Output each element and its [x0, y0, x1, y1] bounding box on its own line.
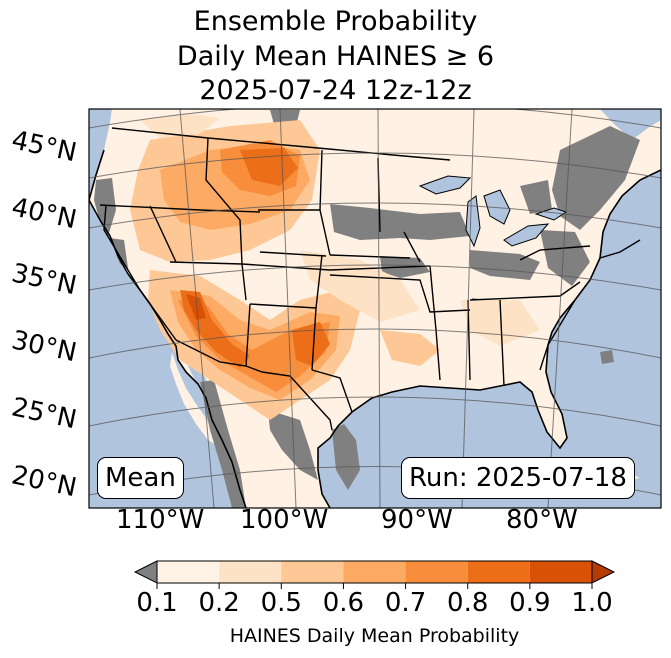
colorbar-tick-label: 0.7 — [384, 588, 427, 618]
great-lakes — [418, 175, 568, 248]
title-line-1: Ensemble Probability — [193, 6, 478, 37]
colorbar-segment — [157, 561, 220, 583]
title-line-3: 2025-07-24 12z-12z — [199, 75, 472, 106]
colorbar-tick-label: 0.9 — [509, 588, 551, 618]
graticule — [89, 109, 661, 508]
colorbar-segment — [219, 561, 282, 583]
colorbar-segment — [467, 561, 530, 583]
colorbar-label: HAINES Daily Mean Probability — [229, 625, 520, 647]
colorbar-border — [156, 560, 593, 584]
run-date-box: Run: 2025-07-18 — [401, 457, 635, 499]
colorbar-tick-label: 1.0 — [571, 588, 613, 618]
colorbar-segment — [343, 561, 406, 583]
land-baja — [170, 352, 218, 446]
colorbar-tick-label: 0.6 — [322, 588, 365, 618]
colorbar-over-triangle — [591, 560, 616, 584]
colorbar-segment — [281, 561, 344, 583]
mean-label-box: Mean — [97, 457, 184, 499]
colorbar-tick-label: 0.1 — [136, 588, 178, 618]
colorbar-tick-label: 0.5 — [260, 588, 302, 618]
lon-label-90w: 90°W — [381, 505, 453, 535]
colorbar — [133, 560, 616, 589]
colorbar-tick-label: 0.2 — [198, 588, 240, 618]
title-line-2: Daily Mean HAINES ≥ 6 — [176, 41, 495, 72]
colorbar-segment — [529, 561, 592, 583]
lon-label-110w: 110°W — [116, 505, 205, 535]
colorbar-segment — [405, 561, 468, 583]
colorbar-tick-label: 0.8 — [447, 588, 489, 618]
lon-label-80w: 80°W — [506, 505, 578, 535]
lon-label-100w: 100°W — [240, 505, 329, 535]
colorbar-under-triangle — [133, 560, 158, 584]
